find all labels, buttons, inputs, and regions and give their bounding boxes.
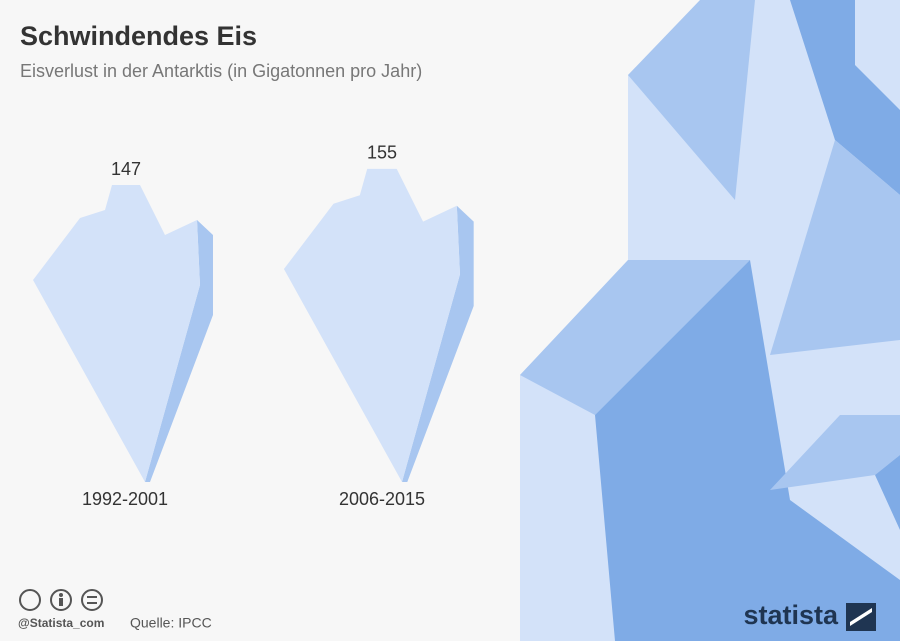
decoration	[520, 0, 900, 641]
facet	[875, 455, 900, 530]
facet	[595, 260, 900, 641]
facet	[790, 0, 900, 195]
facet	[770, 415, 900, 490]
source: Quelle: IPCC	[130, 615, 212, 631]
iceberg-side	[402, 205, 474, 482]
iceberg	[283, 168, 460, 482]
value-label: 155	[367, 143, 397, 163]
subtitle: Eisverlust in der Antarktis (in Gigatonn…	[20, 61, 422, 81]
category-label: 2006-2015	[339, 489, 425, 509]
cc-icons	[19, 589, 103, 611]
category-label: 1992-2001	[82, 489, 168, 509]
iceberg-side	[145, 220, 213, 483]
facet	[628, 0, 755, 200]
brand: statista	[743, 600, 839, 630]
facet	[520, 260, 750, 415]
title: Schwindendes Eis	[20, 21, 257, 51]
brand-logo-mark	[850, 608, 872, 626]
value-label: 147	[111, 159, 141, 179]
credit: @Statista_com	[18, 616, 104, 630]
iceberg	[33, 185, 200, 482]
facet	[770, 140, 900, 355]
